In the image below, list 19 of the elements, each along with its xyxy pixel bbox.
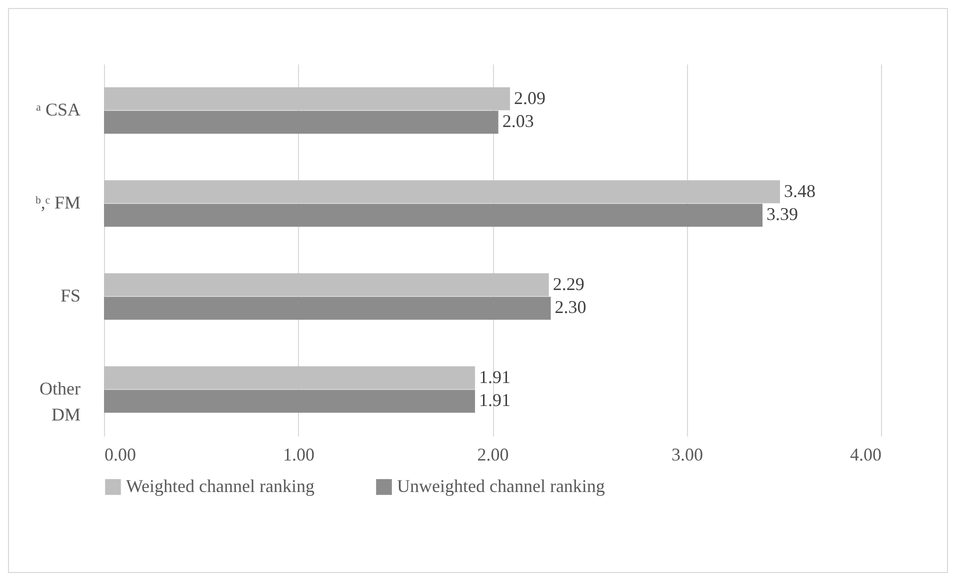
data-label: 3.39 <box>766 204 798 224</box>
legend-label: Unweighted channel ranking <box>397 476 605 496</box>
x-tick-label: 3.00 <box>672 444 703 464</box>
data-label: 2.09 <box>514 88 546 108</box>
y-tick-label: ᵃ CSA <box>36 100 80 120</box>
x-tick-label: 2.00 <box>477 444 509 464</box>
data-label: 3.48 <box>784 180 816 201</box>
data-label: 1.91 <box>479 390 511 410</box>
x-tick-label: 4.00 <box>850 444 882 464</box>
y-tick-label: ᵇ,ᶜ FM <box>35 192 80 212</box>
data-label: 2.29 <box>552 274 584 294</box>
legend-label: Weighted channel ranking <box>126 476 314 496</box>
x-tick-label: 0.00 <box>104 444 136 464</box>
data-label: 2.03 <box>502 111 534 132</box>
y-tick-label: Other DM <box>40 378 81 424</box>
data-label: 1.91 <box>479 366 511 387</box>
y-tick-label: FS <box>60 286 80 306</box>
data-label: 2.30 <box>554 297 586 318</box>
x-tick-label: 1.00 <box>283 444 314 464</box>
